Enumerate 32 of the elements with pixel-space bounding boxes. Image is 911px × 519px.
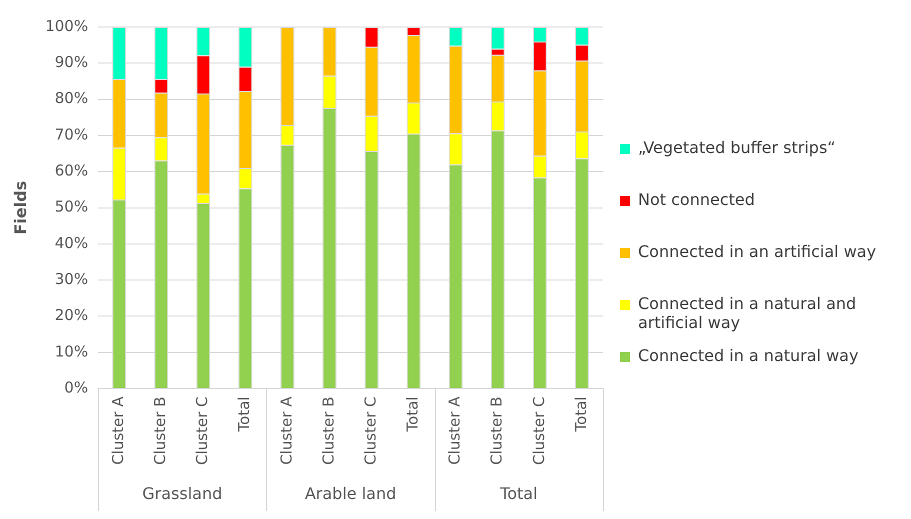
legend-label: „Vegetated buffer strips“ [638, 138, 836, 157]
y-tick-label: 90% [54, 53, 88, 72]
text: Arable land [304, 484, 396, 504]
x-tick-label: Cluster C [193, 396, 212, 466]
y-axis-title: Fields [10, 180, 30, 235]
legend-label: Not connected [638, 190, 755, 209]
x-tick-label: Cluster B [488, 396, 506, 465]
y-tick-label: 60% [54, 162, 88, 180]
legend-label: Connected in a natural and artificial way [638, 294, 858, 332]
x-tick-label: Total [572, 396, 590, 433]
x-tick-label: Total [404, 396, 422, 433]
x-tick-label: Total [235, 396, 254, 433]
y-tick-label: 10% [54, 342, 88, 360]
x-tick-label: Cluster A [277, 396, 296, 465]
y-tick-label: 50% [54, 198, 88, 216]
y-tick-label: 100% [45, 16, 88, 35]
y-tick-label: 80% [54, 89, 88, 108]
legend-label: Connected in a natural way [638, 346, 858, 365]
x-tick-label: Cluster B [319, 396, 338, 465]
x-tick-label: Cluster C [530, 396, 548, 466]
x-tick-label: Cluster A [109, 396, 128, 465]
y-tick-label: 0% [64, 378, 88, 396]
x-tick-label: Cluster B [151, 396, 170, 465]
y-tick-label: 70% [54, 125, 88, 144]
text: Total [499, 484, 538, 504]
legend-label: Connected in an artificial way [638, 242, 876, 261]
x-tick-label: Cluster C [361, 396, 380, 466]
y-tick-label: 40% [54, 234, 88, 252]
x-tick-label: Cluster A [446, 396, 464, 465]
y-tick-label: 20% [54, 306, 88, 324]
text: Grassland [142, 484, 222, 504]
y-tick-label: 30% [54, 270, 88, 288]
